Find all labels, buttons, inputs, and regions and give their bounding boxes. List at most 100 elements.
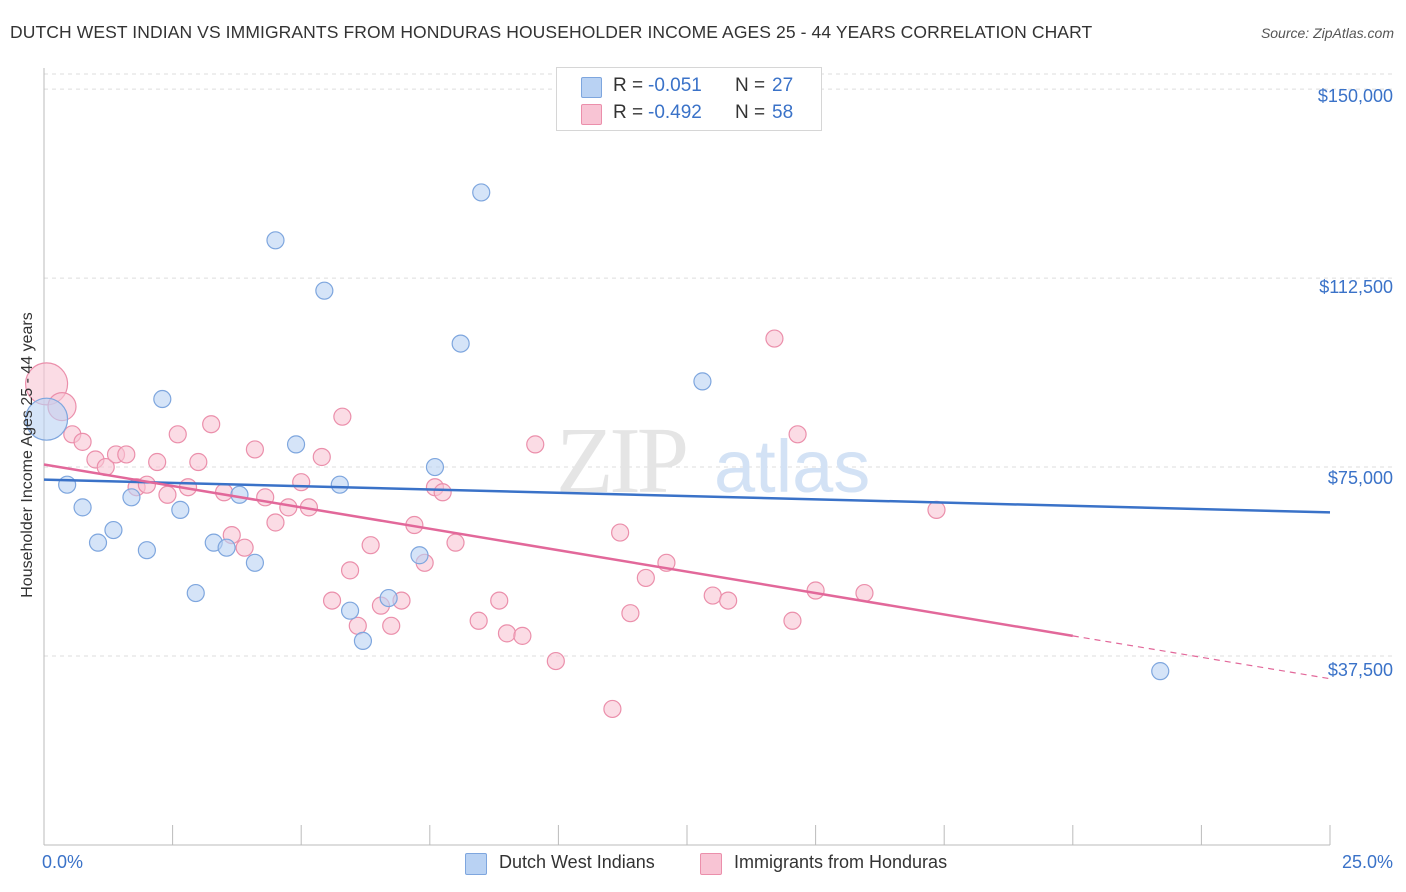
honduras-point (611, 523, 630, 542)
legend-n-value: 58 (772, 102, 794, 123)
dutch-west-indian-points (24, 183, 1170, 681)
correlation-legend: R = -0.051 N = 27 R = -0.492 N = 58 (556, 67, 822, 131)
honduras-point (783, 611, 802, 630)
dutch-west-indian-point (153, 389, 172, 409)
honduras-point (189, 452, 208, 472)
legend-swatch-blue (465, 853, 487, 875)
chart-title: DUTCH WEST INDIAN VS IMMIGRANTS FROM HON… (10, 22, 1093, 42)
honduras-point (333, 407, 352, 426)
dutch-west-indian-point (104, 520, 123, 540)
honduras-point (469, 611, 488, 630)
dutch-west-indian-point (171, 500, 190, 519)
honduras-point (433, 483, 452, 502)
honduras-point (340, 561, 360, 580)
honduras-point (292, 473, 311, 492)
dutch-west-indian-point (379, 588, 398, 608)
honduras-point (788, 425, 807, 444)
honduras-point (703, 586, 722, 605)
honduras-point (719, 591, 738, 610)
dutch-west-indian-point (315, 281, 334, 300)
honduras-point (382, 616, 401, 635)
honduras-point (312, 447, 331, 467)
legend-r-value: -0.051 (648, 75, 702, 96)
honduras-point (513, 626, 532, 645)
legend-series-label: Immigrants from Honduras (734, 852, 948, 872)
honduras-point (446, 533, 465, 552)
dutch-west-indian-point (58, 475, 77, 494)
honduras-point (603, 699, 622, 719)
legend-r-label: R = (613, 75, 644, 96)
honduras-point (546, 651, 565, 671)
legend-swatch-blue (581, 77, 602, 98)
y-tick-label-37500: $37,500 (1327, 660, 1393, 680)
dutch-west-indian-point (122, 488, 141, 507)
honduras-point (168, 425, 187, 444)
honduras-point (497, 624, 517, 643)
honduras-point (266, 513, 285, 532)
dutch-west-indian-point (451, 334, 470, 353)
honduras-point (806, 581, 825, 600)
dutch-west-indian-point (693, 372, 712, 391)
grid-lines (44, 73, 1395, 657)
honduras-point (245, 440, 265, 459)
dutch-west-indian-point (353, 631, 373, 651)
watermark-zip: ZIP (556, 409, 686, 513)
dutch-west-indian-point (286, 435, 306, 454)
honduras-point (348, 616, 367, 635)
source-label: Source: ZipAtlas.com (1260, 25, 1394, 41)
dutch-west-indian-point (410, 546, 429, 565)
x-tick-label-min: 0.0% (42, 852, 84, 872)
legend-n-value: 27 (772, 75, 794, 96)
honduras-point (235, 538, 254, 557)
dutch-west-indian-point (24, 397, 69, 441)
honduras-point (361, 536, 380, 555)
dutch-west-indian-point (73, 498, 92, 517)
honduras-point (158, 485, 177, 504)
honduras-point (137, 475, 156, 494)
legend-swatch-pink (581, 104, 602, 125)
honduras-point (117, 445, 136, 464)
legend-n-label: N = (735, 75, 766, 96)
legend-n-label: N = (735, 102, 766, 123)
honduras-point (202, 415, 221, 434)
honduras-point (636, 568, 655, 588)
legend-r-label: R = (613, 102, 644, 123)
dutch-west-indian-point (217, 538, 236, 557)
watermark: ZIP atlas (556, 409, 870, 513)
honduras-point (621, 604, 640, 623)
y-tick-label-75000: $75,000 (1327, 468, 1393, 488)
legend-series-label: Dutch West Indians (499, 852, 655, 872)
dutch-west-indian-point (330, 475, 349, 494)
legend-swatch-pink (700, 853, 722, 875)
dutch-west-indian-point (88, 533, 108, 552)
dutch-west-indian-point (137, 541, 156, 560)
y-axis-label: Householder Income Ages 25 - 44 years (19, 312, 36, 598)
honduras-point (73, 432, 92, 451)
honduras-point (490, 591, 509, 610)
honduras-point (526, 435, 545, 454)
trend-lines (43, 463, 1331, 680)
dutch-west-indian-point (1151, 662, 1170, 681)
honduras-point (214, 483, 234, 502)
honduras-point (322, 591, 342, 610)
honduras-point (148, 452, 167, 472)
honduras-trend-line (43, 463, 1074, 638)
honduras-point (765, 329, 784, 348)
honduras-point (927, 500, 946, 519)
honduras-points (24, 329, 946, 719)
legend-r-value: -0.492 (648, 102, 702, 123)
axes (43, 68, 1331, 846)
y-tick-label-112500: $112,500 (1319, 277, 1393, 297)
honduras-trend-line-extension (1072, 635, 1331, 680)
dutch-west-indian-point (472, 183, 491, 202)
x-tick-label-max: 25.0% (1341, 852, 1393, 872)
dutch-west-indian-point (340, 601, 360, 620)
dutch-west-indian-point (266, 231, 285, 250)
y-tick-label-150000: $150,000 (1317, 86, 1393, 106)
dutch-west-indian-trend-line (43, 478, 1331, 514)
dutch-west-indian-point (186, 583, 205, 603)
dutch-west-indian-point (245, 553, 265, 572)
dutch-west-indian-point (230, 485, 249, 504)
dutch-west-indian-point (425, 457, 445, 477)
